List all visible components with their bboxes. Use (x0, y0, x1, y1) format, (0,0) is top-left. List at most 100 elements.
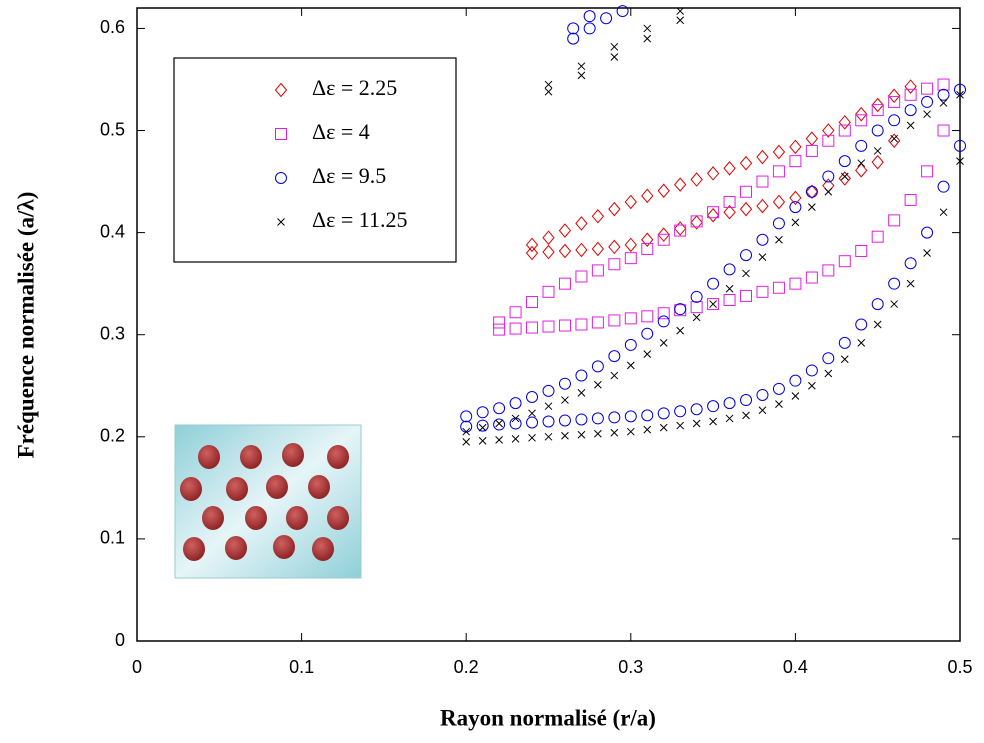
data-point (493, 323, 506, 336)
data-point (838, 124, 851, 137)
data-point (690, 403, 703, 416)
data-point (857, 339, 866, 347)
data-point (610, 42, 619, 51)
x-tick-label: 0.2 (454, 657, 479, 677)
data-point (937, 180, 950, 193)
data-point (509, 417, 522, 430)
data-point (542, 415, 555, 428)
data-point (822, 178, 835, 193)
data-point (707, 400, 720, 413)
data-point (791, 392, 800, 400)
x-tick-label: 0.1 (289, 657, 314, 677)
data-point (723, 161, 736, 176)
data-point (740, 249, 753, 262)
data-point (904, 104, 917, 117)
data-point (772, 165, 785, 178)
data-point (756, 233, 769, 246)
data-point (706, 207, 720, 223)
y-tick-label: 0.5 (100, 119, 125, 139)
data-point (855, 114, 868, 127)
data-point (626, 361, 635, 370)
data-point (904, 88, 917, 101)
data-point (838, 255, 851, 268)
data-point (575, 270, 588, 283)
data-point (657, 307, 670, 320)
data-point (758, 406, 767, 415)
data-point (676, 421, 685, 430)
data-point (493, 402, 506, 415)
data-point (594, 380, 602, 389)
data-point (526, 390, 539, 403)
data-point (608, 258, 621, 271)
legend-label: Δε = 9.5 (312, 163, 386, 188)
data-point (904, 193, 917, 206)
data-point (575, 369, 588, 382)
data-point (921, 226, 934, 239)
data-point (674, 177, 687, 192)
legend-marker (275, 172, 287, 184)
data-point (676, 16, 685, 25)
data-point (526, 296, 539, 309)
data-point (871, 97, 884, 113)
data-point (789, 139, 802, 155)
data-point (558, 414, 571, 427)
data-point (577, 389, 586, 397)
data-point (657, 183, 670, 199)
data-point (725, 284, 734, 293)
data-point (838, 336, 851, 349)
x-axis-title: Rayon normalisé (r/a) (440, 705, 656, 730)
data-point (822, 134, 835, 147)
data-point (937, 124, 950, 137)
data-point (805, 185, 818, 198)
data-point (904, 257, 917, 270)
legend-label: Δε = 2.25 (312, 75, 397, 100)
data-point (706, 166, 720, 181)
data-point (871, 298, 884, 311)
data-point (890, 134, 899, 143)
data-point (641, 232, 654, 248)
data-point (709, 300, 717, 308)
data-point (871, 104, 884, 117)
data-point (954, 139, 966, 152)
data-point (740, 394, 753, 407)
data-point (608, 314, 621, 327)
data-point (608, 239, 621, 255)
data-point (610, 53, 619, 61)
data-point (525, 237, 539, 253)
data-point (923, 249, 931, 257)
data-point (855, 318, 868, 331)
data-point (544, 432, 553, 441)
data-point (723, 293, 736, 306)
data-point (739, 155, 753, 171)
data-point (873, 320, 882, 329)
data-point (641, 188, 654, 204)
data-point (460, 420, 473, 433)
data-point (674, 405, 687, 418)
inset-crystal (174, 424, 362, 579)
data-point (600, 12, 613, 25)
data-point (643, 425, 652, 434)
data-point (824, 187, 833, 196)
data-point (921, 95, 934, 108)
y-tick-label: 0.1 (100, 528, 125, 548)
data-point (822, 264, 835, 277)
x-tick-label: 0.4 (783, 657, 808, 677)
data-point (756, 175, 769, 188)
data-point (956, 157, 964, 165)
data-point (756, 388, 769, 401)
data-point (772, 194, 786, 210)
data-point (509, 397, 522, 410)
data-point (692, 419, 701, 428)
data-point (923, 110, 931, 119)
data-point (583, 10, 596, 23)
data-point (904, 79, 917, 94)
data-point (690, 172, 703, 187)
data-point (789, 374, 802, 387)
data-point (511, 434, 520, 443)
data-point (805, 184, 819, 200)
data-point (567, 32, 580, 45)
data-point (840, 172, 849, 181)
data-point (544, 80, 553, 89)
data-point (567, 22, 580, 35)
data-point (937, 78, 950, 91)
